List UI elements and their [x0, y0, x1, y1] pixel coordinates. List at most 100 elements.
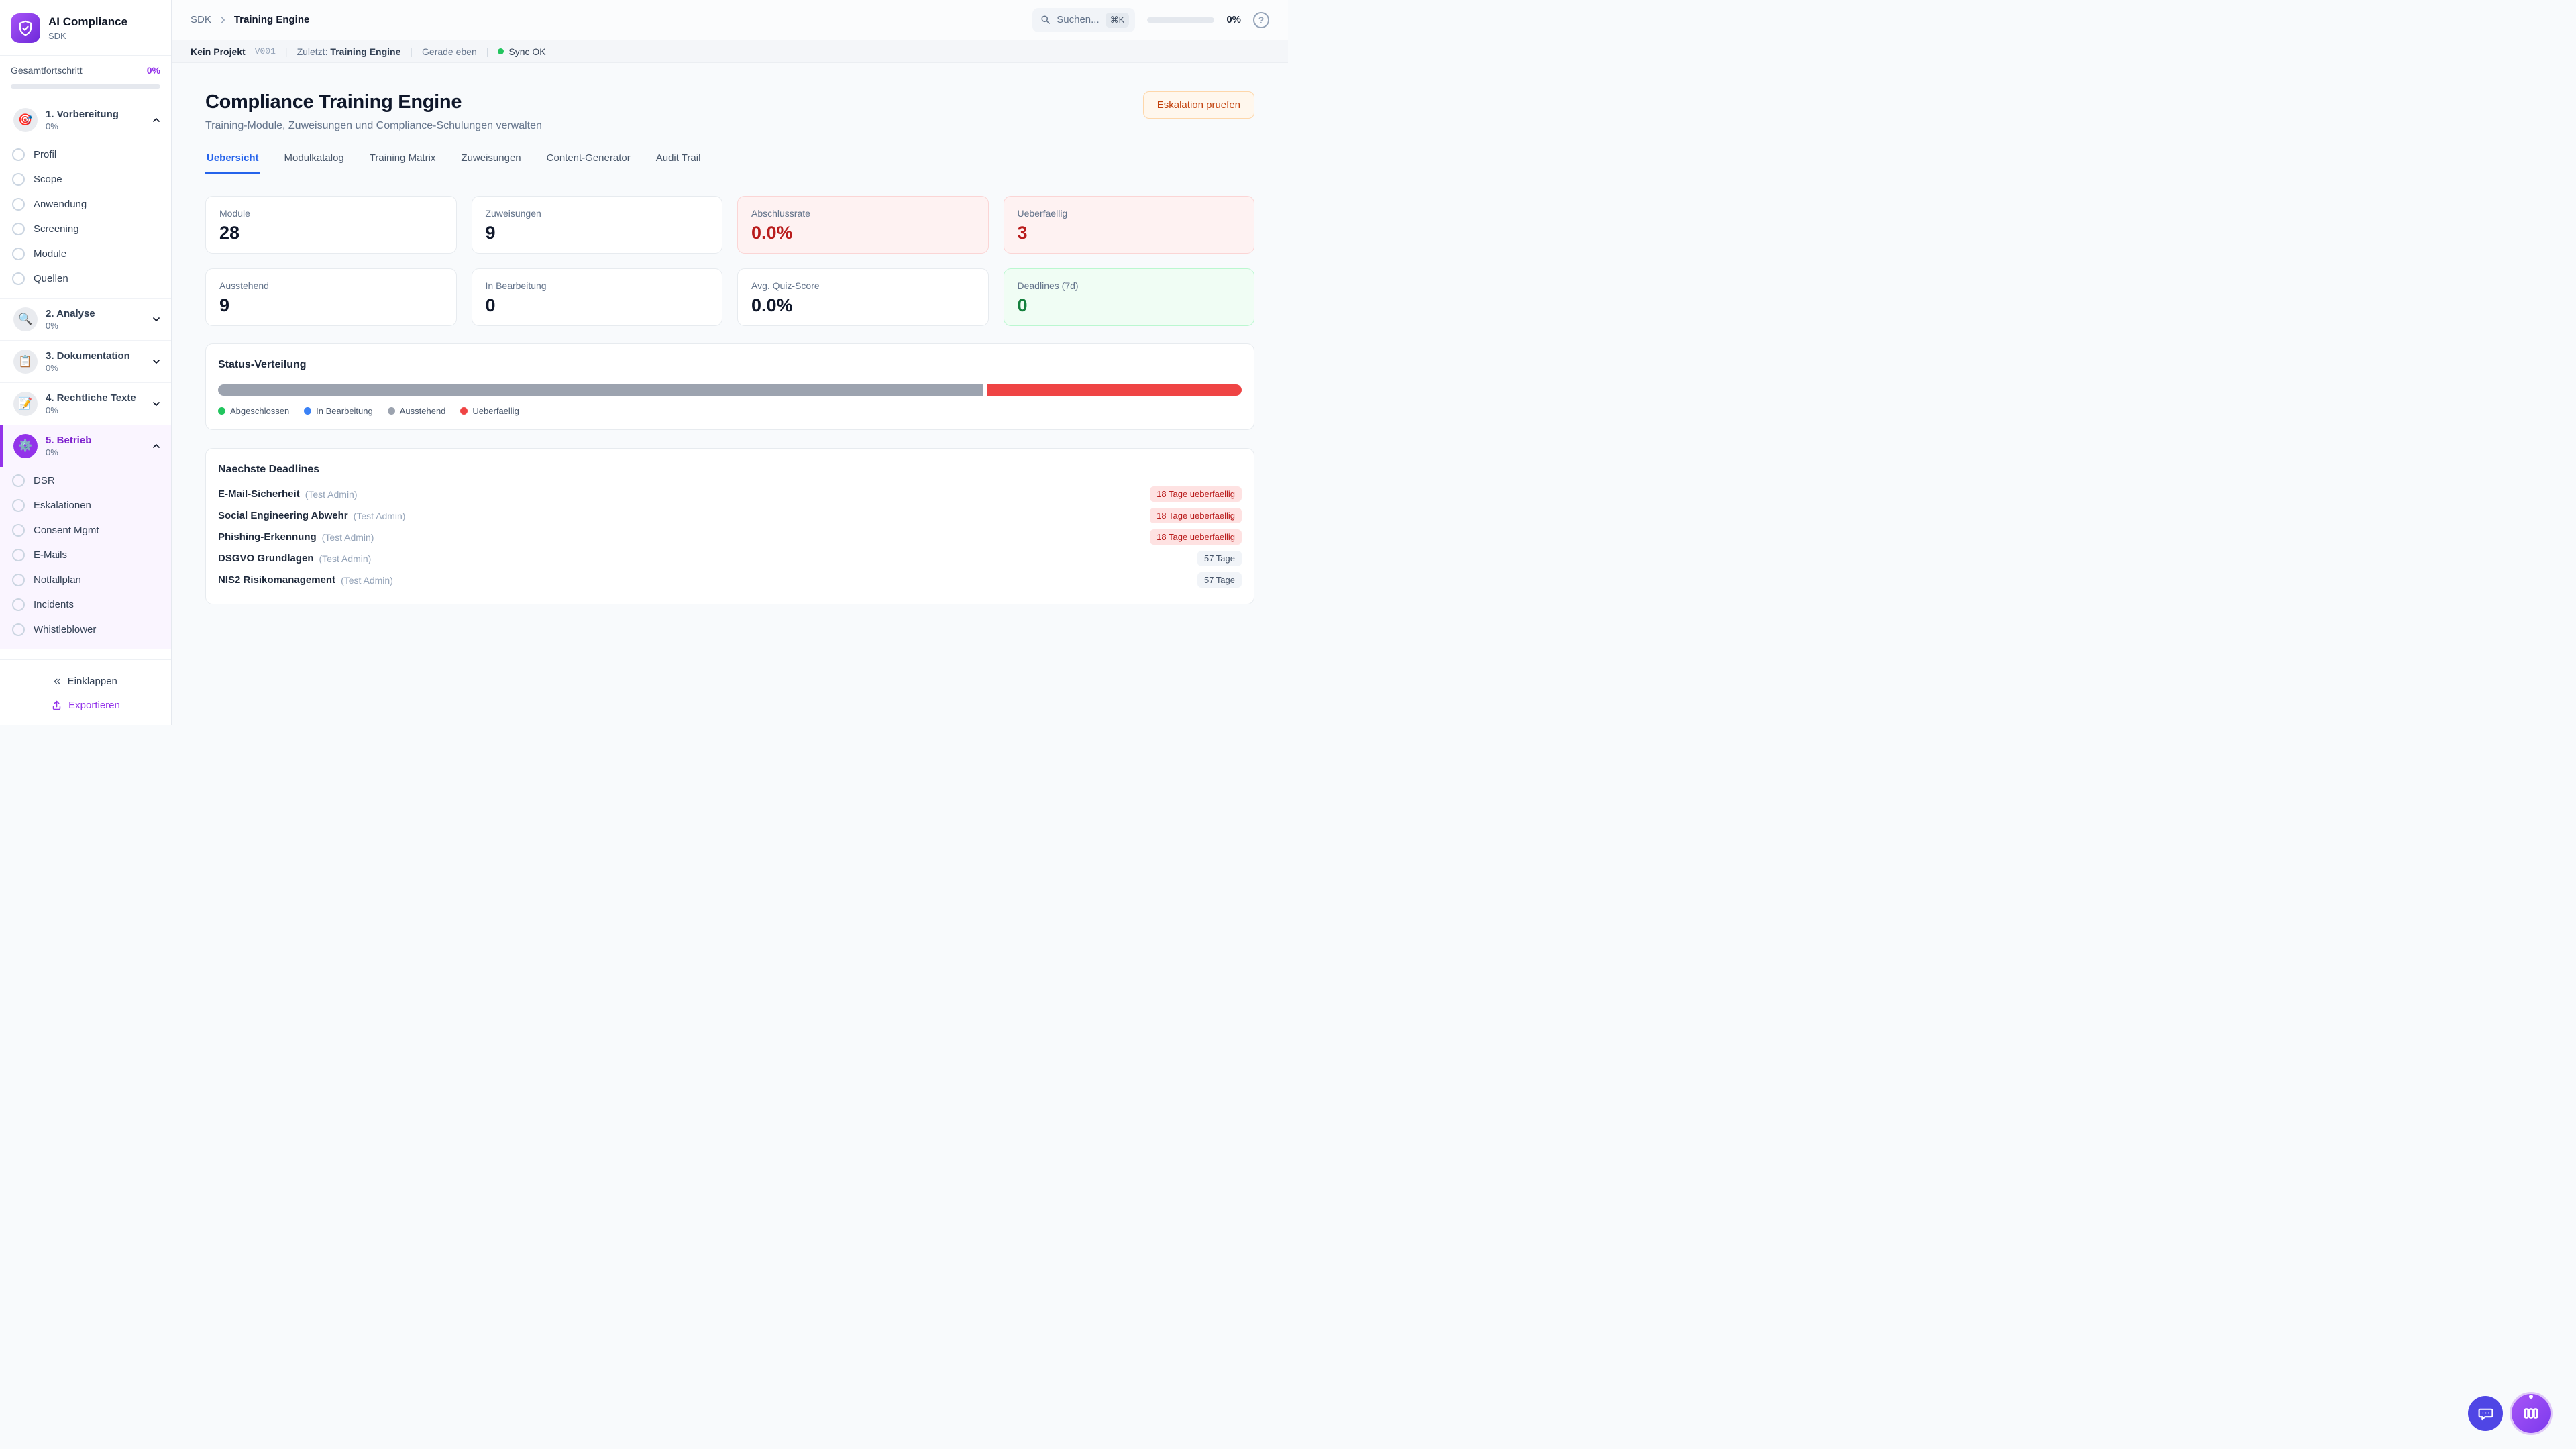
deadline-badge: 57 Tage — [1197, 572, 1242, 588]
tab-modulkatalog[interactable]: Modulkatalog — [284, 152, 344, 164]
floating-action-buttons — [2468, 1394, 2551, 1433]
1-vorbereitung-icon: 🎯 — [13, 108, 38, 132]
sidebar-item-profil[interactable]: Profil — [0, 142, 171, 167]
deadline-assignee: (Test Admin) — [353, 510, 406, 521]
tab-audit-trail[interactable]: Audit Trail — [655, 152, 701, 164]
status-circle-icon — [12, 248, 25, 260]
status-bar: Kein Projekt V001 | Zuletzt: Training En… — [172, 40, 1288, 63]
chat-bubble-icon — [2478, 1408, 2493, 1420]
sidebar-item-consent-mgmt[interactable]: Consent Mgmt — [0, 518, 171, 543]
sidebar-item-quellen[interactable]: Quellen — [0, 266, 171, 291]
sidebar-item-notfallplan[interactable]: Notfallplan — [0, 568, 171, 592]
sidebar-item-label: DSR — [34, 475, 55, 486]
collapse-sidebar-button[interactable]: « Einklappen — [0, 669, 171, 693]
deadline-row-phishing-erkennung: Phishing-Erkennung (Test Admin) 18 Tage ue… — [218, 529, 1242, 545]
page-content: Compliance Training Engine Training-Modu… — [172, 63, 1288, 724]
sync-label: Sync OK — [508, 46, 546, 57]
stat-label: Module — [219, 208, 250, 219]
legend-dot-icon — [218, 407, 225, 415]
distribution-segment-ausstehend — [218, 384, 983, 396]
section-title: 4. Rechtliche Texte — [46, 392, 136, 404]
sidebar-item-label: Notfallplan — [34, 574, 81, 586]
status-circle-icon — [12, 598, 25, 611]
search-placeholder: Suchen... — [1057, 14, 1099, 25]
chevron-down-icon — [151, 398, 162, 409]
tab-training-matrix[interactable]: Training Matrix — [369, 152, 436, 164]
keyboard-shortcut-badge: ⌘K — [1105, 12, 1130, 28]
stat-value: 0 — [485, 295, 496, 315]
legend-item-in-bearbeitung: In Bearbeitung — [304, 406, 373, 416]
overall-progress-bar — [11, 84, 160, 89]
sidebar-item-screening[interactable]: Screening — [0, 217, 171, 241]
4-rechtliche-texte-icon: 📝 — [13, 392, 38, 416]
search-button[interactable]: Suchen... ⌘K — [1032, 7, 1136, 32]
export-button[interactable]: Exportieren — [0, 693, 171, 712]
stat-label: Avg. Quiz-Score — [751, 280, 820, 291]
check-escalation-button[interactable]: Eskalation pruefen — [1142, 91, 1254, 119]
sidebar-item-e-mails[interactable]: E-Mails — [0, 543, 171, 568]
sidebar-item-incidents[interactable]: Incidents — [0, 592, 171, 617]
tab-content-generator[interactable]: Content-Generator — [546, 152, 631, 164]
breadcrumb-root[interactable]: SDK — [191, 14, 211, 25]
status-circle-icon — [12, 148, 25, 161]
app-root: AI Compliance SDK Gesamtfortschritt 0% 🎯… — [0, 0, 1288, 724]
search-icon — [1041, 15, 1051, 24]
status-circle-icon — [12, 474, 25, 487]
export-label: Exportieren — [68, 700, 120, 711]
sidebar-item-dsr[interactable]: DSR — [0, 468, 171, 493]
stat-card-ueberfaellig: Ueberfaellig 3 — [1003, 196, 1254, 254]
status-circle-icon — [12, 223, 25, 235]
separator: | — [410, 46, 413, 57]
sidebar-item-eskalationen[interactable]: Eskalationen — [0, 493, 171, 518]
sync-status: Sync OK — [498, 46, 546, 57]
sidebar-section-5-betrieb: ⚙️ 5. Betrieb 0% DSR Eskalationen Consent Mgm… — [0, 425, 171, 649]
5-betrieb-icon: ⚙️ — [13, 434, 38, 458]
sidebar-item-label: Scope — [34, 174, 62, 185]
sidebar-item-whistleblower[interactable]: Whistleblower — [0, 617, 171, 642]
sidebar-nav: 🎯 1. Vorbereitung 0% Profil Scope Anwendung Sc… — [0, 99, 171, 659]
sidebar-section-header-4-rechtliche-texte[interactable]: 📝 4. Rechtliche Texte 0% — [0, 383, 171, 425]
sidebar-section-header-2-analyse[interactable]: 🔍 2. Analyse 0% — [0, 299, 171, 340]
help-icon[interactable]: ? — [1253, 11, 1269, 28]
status-circle-icon — [12, 574, 25, 586]
stat-card-avg-quiz-score: Avg. Quiz-Score 0.0% — [737, 268, 989, 326]
deadline-name: DSGVO Grundlagen — [218, 553, 314, 564]
breadcrumb-current: Training Engine — [233, 14, 310, 25]
tab-uebersicht[interactable]: Uebersicht — [205, 152, 260, 174]
sidebar-section-2-analyse: 🔍 2. Analyse 0% — [0, 298, 171, 340]
chevron-down-icon — [151, 356, 162, 367]
columns-icon — [2524, 1408, 2538, 1419]
stat-value: 3 — [1017, 223, 1028, 243]
legend-label: In Bearbeitung — [316, 406, 373, 416]
stat-value: 28 — [219, 223, 240, 243]
sidebar-item-scope[interactable]: Scope — [0, 167, 171, 192]
status-legend: Abgeschlossen In Bearbeitung Ausstehend Ueb… — [218, 406, 1242, 416]
last-value: Training Engine — [330, 46, 401, 57]
stat-value: 0.0% — [751, 223, 793, 243]
legend-label: Abgeschlossen — [230, 406, 290, 416]
board-fab-button[interactable] — [2512, 1394, 2551, 1433]
deadline-row-dsgvo-grundlagen: DSGVO Grundlagen (Test Admin) 57 Tage — [218, 551, 1242, 566]
sidebar-item-anwendung[interactable]: Anwendung — [0, 192, 171, 217]
sidebar-section-header-3-dokumentation[interactable]: 📋 3. Dokumentation 0% — [0, 341, 171, 382]
stat-label: Zuweisungen — [485, 208, 541, 219]
app-title: AI Compliance — [48, 15, 128, 29]
chat-fab-button[interactable] — [2468, 1396, 2503, 1431]
topbar: SDK Training Engine Suchen... ⌘K 0% ? — [172, 0, 1288, 40]
sidebar-item-module[interactable]: Module — [0, 241, 171, 266]
sidebar-section-1-vorbereitung: 🎯 1. Vorbereitung 0% Profil Scope Anwendung Sc… — [0, 99, 171, 298]
deadline-row-nis2-risikomanagement: NIS2 Risikomanagement (Test Admin) 57 Tage — [218, 572, 1242, 588]
deadline-badge: 18 Tage ueberfaellig — [1150, 529, 1242, 545]
tab-zuweisungen[interactable]: Zuweisungen — [461, 152, 521, 164]
chevron-up-icon — [151, 115, 162, 125]
legend-dot-icon — [387, 407, 395, 415]
version-badge: V001 — [254, 46, 276, 56]
notification-dot — [2529, 1395, 2533, 1399]
status-circle-icon — [12, 173, 25, 186]
separator: | — [284, 46, 288, 57]
page-subtitle: Training-Module, Zuweisungen und Complia… — [205, 120, 542, 131]
section-texts: 5. Betrieb 0% — [46, 435, 143, 458]
deadline-assignee: (Test Admin) — [319, 553, 372, 564]
sidebar-section-header-5-betrieb[interactable]: ⚙️ 5. Betrieb 0% — [0, 425, 171, 467]
sidebar-section-header-1-vorbereitung[interactable]: 🎯 1. Vorbereitung 0% — [0, 99, 171, 141]
